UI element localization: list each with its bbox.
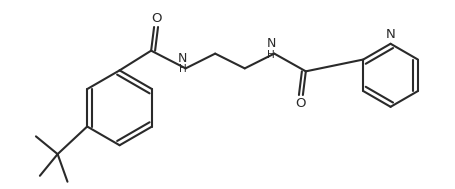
Text: N: N <box>267 37 276 50</box>
Text: O: O <box>296 97 306 110</box>
Text: N: N <box>178 52 187 65</box>
Text: H: H <box>268 50 275 60</box>
Text: H: H <box>179 64 187 74</box>
Text: N: N <box>386 28 395 41</box>
Text: O: O <box>151 12 162 25</box>
